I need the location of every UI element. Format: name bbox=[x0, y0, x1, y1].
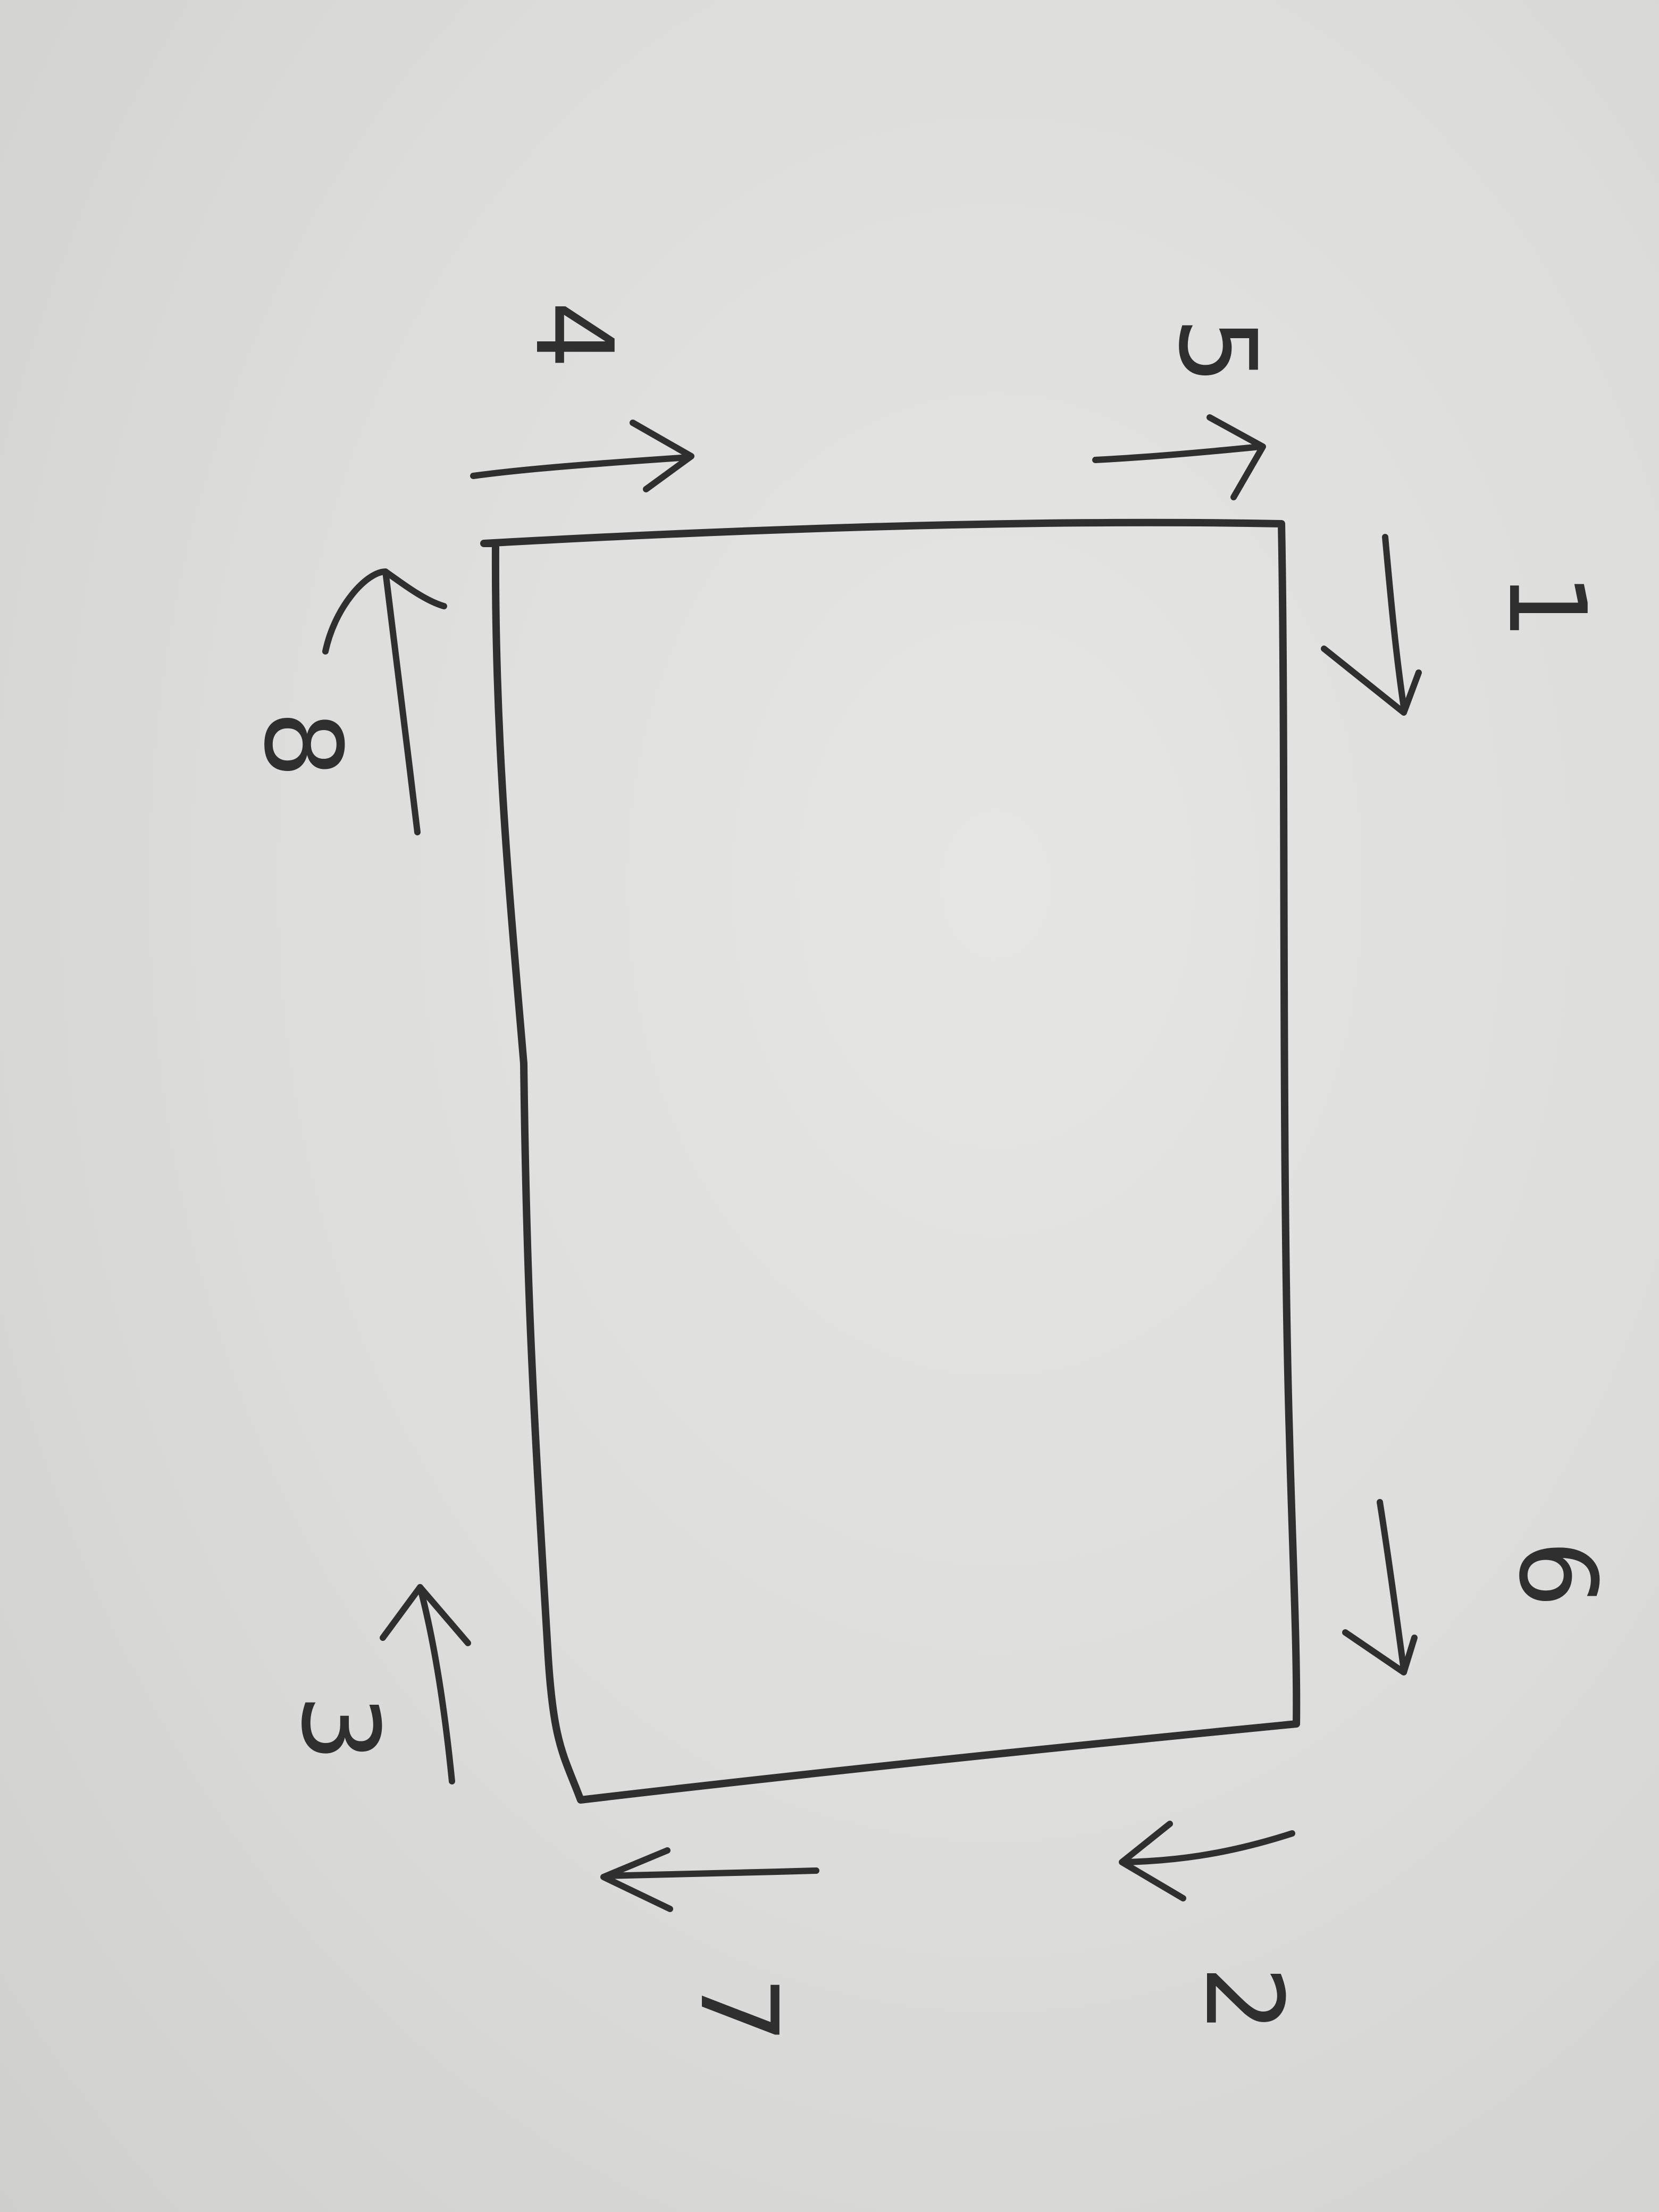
label-6: 6 bbox=[1495, 1540, 1619, 1607]
arrow-6 bbox=[1342, 1499, 1418, 1675]
label-7: 7 bbox=[676, 1976, 800, 2043]
arrow-5 bbox=[1092, 414, 1266, 500]
arrow-3 bbox=[380, 1584, 471, 1784]
arrow-2 bbox=[1119, 1821, 1295, 1901]
arrow-8 bbox=[322, 568, 447, 835]
label-4: 4 bbox=[512, 301, 635, 368]
label-8: 8 bbox=[240, 710, 364, 778]
arrow-4 bbox=[470, 420, 694, 492]
label-1: 1 bbox=[1485, 572, 1608, 640]
arrow-7 bbox=[600, 1847, 819, 1912]
rectangle-outline bbox=[480, 518, 1301, 1804]
arrow-1 bbox=[1321, 534, 1422, 716]
label-2: 2 bbox=[1182, 1965, 1305, 2033]
label-5: 5 bbox=[1155, 317, 1279, 384]
label-3: 3 bbox=[278, 1694, 401, 1762]
